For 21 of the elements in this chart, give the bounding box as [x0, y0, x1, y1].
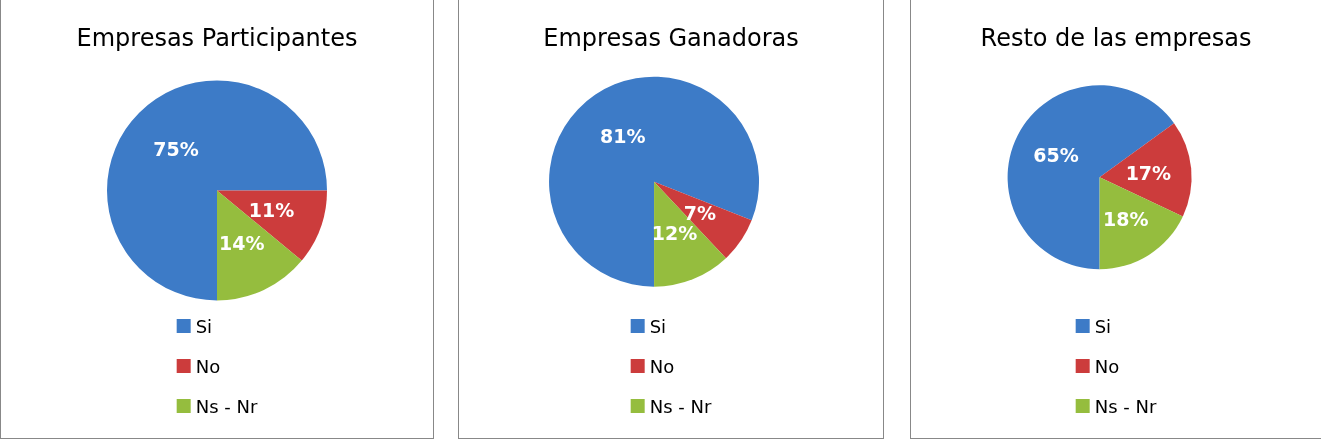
legend-label: Si [195, 315, 213, 337]
data-label: 65% [1033, 143, 1079, 166]
legend-label: Ns - Nr [1094, 395, 1157, 417]
data-label: 7% [683, 201, 717, 224]
data-label: 12% [651, 222, 698, 245]
chart-title: Resto de las empresas [980, 24, 1252, 52]
legend-label: Si [1094, 315, 1112, 337]
legend-label: Ns - Nr [649, 395, 712, 417]
data-label: 18% [1103, 207, 1149, 230]
data-label: 17% [1125, 161, 1172, 184]
chart-title: Empresas Ganadoras [543, 24, 799, 52]
data-label: 11% [248, 199, 295, 222]
data-label: 75% [153, 138, 199, 161]
data-label: 81% [600, 124, 646, 147]
legend-label: Ns - Nr [195, 395, 258, 417]
legend-label: Si [649, 315, 667, 337]
data-label: 14% [218, 231, 265, 254]
chart-title: Empresas Participantes [76, 24, 358, 52]
legend-label: No [195, 355, 221, 377]
legend-label: No [1094, 355, 1120, 377]
legend-label: No [649, 355, 675, 377]
